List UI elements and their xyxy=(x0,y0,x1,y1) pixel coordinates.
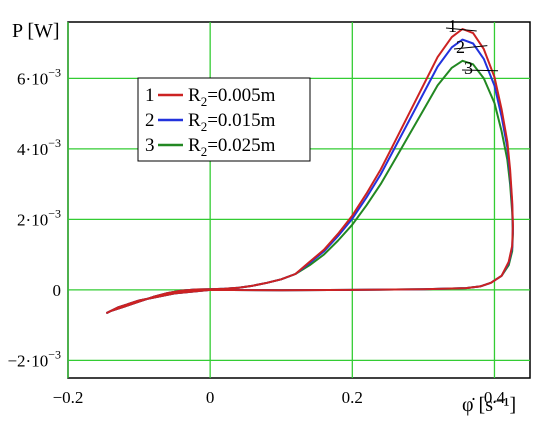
x-ticks: −0.2 0 0.2 0.4 xyxy=(53,388,506,407)
x-tick-label: 0.2 xyxy=(342,388,363,407)
legend-entry-2-number: 2 xyxy=(145,110,155,131)
y-ticks: −2·10−3 0 2·10−3 4·10−3 6·10−3 xyxy=(7,65,61,370)
y-tick-label: 2·10−3 xyxy=(17,206,61,229)
legend-entry-1-number: 1 xyxy=(145,85,155,106)
curve-3-label: 3 xyxy=(464,58,473,78)
legend-entry-2-label: R2=0.015m xyxy=(188,110,276,134)
y-tick-label: 0 xyxy=(53,281,62,300)
x-tick-label: −0.2 xyxy=(53,388,84,407)
legend-entry-1-label: R2=0.005m xyxy=(188,85,276,109)
y-tick-label: −2·10−3 xyxy=(7,347,61,370)
series-group xyxy=(106,28,514,314)
y-tick-label: 6·10−3 xyxy=(17,65,61,88)
curve-1-leader xyxy=(445,27,477,32)
plot-frame xyxy=(67,21,531,379)
x-axis-label: φ̇ [s⁻¹] xyxy=(462,394,516,416)
curve-1-label: 1 xyxy=(448,16,457,36)
x-tick-label: 0.4 xyxy=(484,388,506,407)
curve-labels: 123 xyxy=(445,16,499,78)
series-1-line xyxy=(106,28,514,314)
curve-3-leader xyxy=(461,69,499,72)
y-axis-label: P [W] xyxy=(12,20,60,42)
legend: 1 R2=0.005m 2 R2=0.015m 3 R2=0.025m xyxy=(137,77,311,162)
curve-2-label: 2 xyxy=(456,37,465,57)
x-tick-label: 0 xyxy=(206,388,215,407)
legend-entry-3-number: 3 xyxy=(145,135,155,156)
y-tick-label: 4·10−3 xyxy=(17,136,61,159)
legend-entry-3-label: R2=0.025m xyxy=(188,135,276,159)
grid xyxy=(67,22,530,378)
curve-2-leader xyxy=(453,45,488,50)
